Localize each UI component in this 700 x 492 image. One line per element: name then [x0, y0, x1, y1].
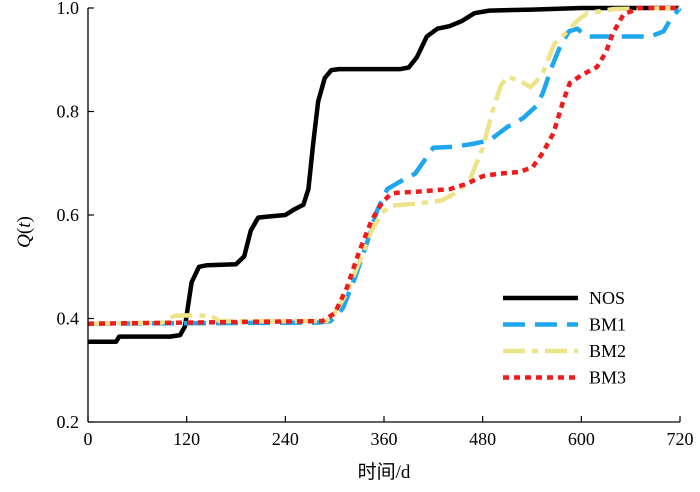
y-axis-label-open: ( — [14, 228, 35, 234]
series-line-bm3 — [87, 5, 680, 326]
series-line-nos — [88, 5, 680, 345]
y-tick-label: 1.0 — [57, 0, 80, 18]
x-tick-label: 240 — [272, 429, 299, 449]
series-line-bm2 — [87, 5, 681, 326]
x-tick-label: 720 — [667, 429, 694, 449]
x-tick-label: 120 — [173, 429, 200, 449]
y-tick-label: 0.6 — [57, 205, 80, 225]
x-axis-label: 时间/d — [358, 461, 411, 483]
x-tick-label: 600 — [568, 429, 595, 449]
y-axis-label-close: ) — [14, 216, 35, 222]
x-tick-label: 0 — [84, 429, 93, 449]
y-tick-label: 0.4 — [57, 309, 80, 329]
y-axis-label-t: t — [14, 222, 35, 228]
legend-label-bm1: BM1 — [589, 315, 626, 335]
y-tick-label: 0.2 — [57, 412, 80, 432]
series-line-bm1 — [87, 6, 682, 326]
x-tick-label: 360 — [371, 429, 398, 449]
x-tick-label: 480 — [469, 429, 496, 449]
y-axis-label: Q(t) — [14, 216, 35, 248]
y-tick-label: 0.8 — [57, 102, 80, 122]
ticks: 0 120 240 360 480 600 720 0.2 0.4 0.6 0.8 1.0 — [57, 0, 694, 449]
legend-label-bm3: BM3 — [589, 368, 626, 388]
series-layer — [87, 5, 682, 345]
legend-label-bm2: BM2 — [589, 341, 626, 361]
y-axis-label-var: Q — [14, 234, 35, 248]
legend-label-nos: NOS — [589, 288, 625, 308]
legend: NOS BM1 BM2 BM3 — [503, 288, 626, 388]
